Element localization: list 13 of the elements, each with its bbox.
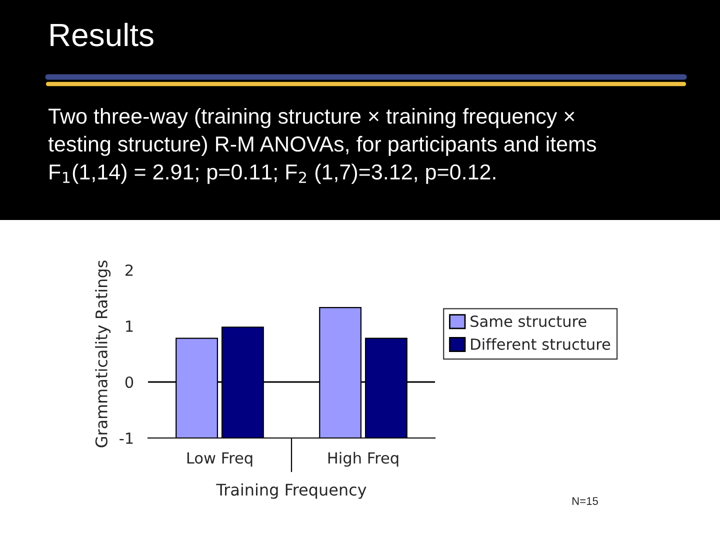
y-tick-label: 0 [125,376,134,388]
x-axis-title: Training Frequency [216,483,366,499]
x-tick-label: High Freq [328,452,398,467]
y-tick-label: 1 [126,320,133,332]
y-tick-label: -1 [120,432,133,444]
text: N=15 [572,497,598,505]
chart-title: Results [50,22,154,46]
x-tick-label: Low Freq [187,452,252,467]
y-tick-label: 2 [126,264,133,276]
chart-subtitle: Two three-way (training structure × training frequency × testing structure) R-M ANOVAs, for participants and items F$_{1}$(1,14) = 2.91; p=0.11; F$_{2}$ (1,7)=3.12, p=0.12. [48,108,596,184]
y-axis-title: Grammaticality Ratings [95,260,111,448]
legend-label: Same structure [470,316,586,328]
legend-label: Different structure [471,338,610,350]
